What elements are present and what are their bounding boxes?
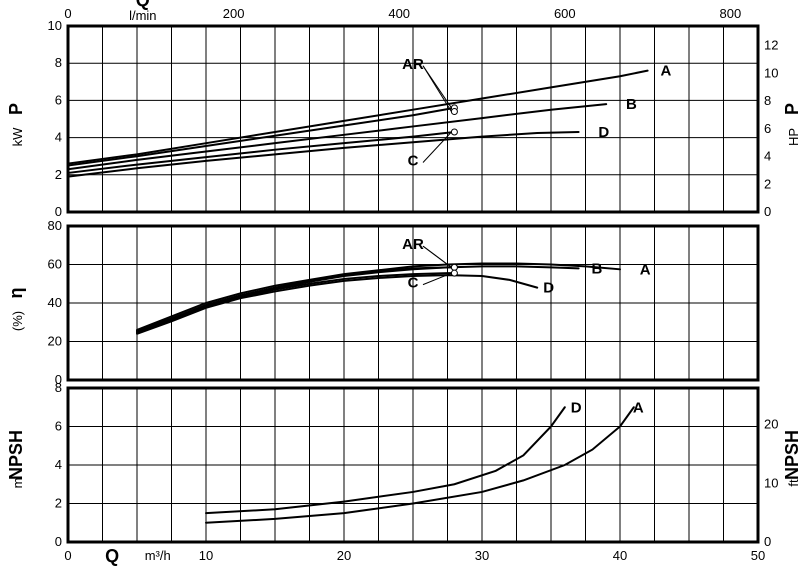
series-R <box>68 108 454 166</box>
svg-text:P: P <box>782 103 802 115</box>
series-label-A: A <box>640 261 651 278</box>
x-bottom-tick-label: 30 <box>475 548 489 563</box>
y-right-title-group-p: P HP <box>782 103 802 146</box>
panel-npsh: 0 2 4 6 8 0 10 20 A D <box>55 380 779 549</box>
svg-text:NPSH: NPSH <box>6 430 26 480</box>
y-left-tick-label: 6 <box>55 419 62 434</box>
x-bottom-tick-label: 40 <box>613 548 627 563</box>
y-left-tick-label: 40 <box>48 295 62 310</box>
series-label-D: D <box>571 399 582 416</box>
callout-marker <box>451 129 457 135</box>
x-bottom-tick-label: 50 <box>751 548 765 563</box>
svg-text:(%): (%) <box>10 311 25 331</box>
y-left-tick-label: 6 <box>55 92 62 107</box>
y-left-tick-label: 80 <box>48 218 62 233</box>
y-right-title-group-npsh: NPSHft <box>782 430 802 487</box>
callout-marker <box>451 109 457 115</box>
y-right-tick-label: 20 <box>764 417 778 432</box>
x-bottom-tick-label: 10 <box>199 548 213 563</box>
y-left-title-group-p: PkW <box>6 103 26 146</box>
y-right-tick-label: 0 <box>764 204 771 219</box>
x-top-title-unit: l/min <box>129 8 156 23</box>
x-top-tick-label: 0 <box>64 6 71 21</box>
x-top-tick-label: 800 <box>720 6 742 21</box>
series-label-B: B <box>626 96 637 113</box>
series-B <box>68 104 606 169</box>
x-bottom-title-Q: Q <box>105 546 119 566</box>
series-D <box>137 275 537 334</box>
panel-eta: 020406080ABDARC <box>48 218 758 387</box>
callout-label-AR: AR <box>402 236 424 253</box>
y-left-tick-label: 8 <box>55 55 62 70</box>
svg-text:P: P <box>6 103 26 115</box>
y-left-tick-label: 20 <box>48 334 62 349</box>
y-left-tick-label: 2 <box>55 167 62 182</box>
y-left-tick-label: 2 <box>55 496 62 511</box>
callout-label-C: C <box>408 275 419 292</box>
callout-label-AR: AR <box>402 56 424 73</box>
y-left-tick-label: 4 <box>55 457 62 472</box>
svg-text:m: m <box>10 478 25 489</box>
series-A <box>68 71 648 164</box>
series-D <box>206 407 565 513</box>
panel-p: 0 2 4 6 8 10 0 2 4 6 8 10 12 A BD AR C <box>48 18 779 219</box>
y-right-tick-label: 10 <box>764 65 778 80</box>
x-top-tick-label: 400 <box>388 6 410 21</box>
y-left-tick-label: 4 <box>55 130 62 145</box>
series-label-D: D <box>543 280 554 297</box>
svg-text:HP: HP <box>786 128 801 146</box>
svg-text:NPSH: NPSH <box>782 430 802 480</box>
y-right-tick-label: 4 <box>764 149 771 164</box>
x-top-tick-label: 600 <box>554 6 576 21</box>
svg-text:η: η <box>6 288 26 299</box>
y-right-tick-label: 6 <box>764 121 771 136</box>
series-label-B: B <box>592 260 603 277</box>
callout-marker <box>451 264 457 270</box>
y-left-tick-label: 0 <box>55 204 62 219</box>
y-left-tick-label: 0 <box>55 534 62 549</box>
y-right-tick-label: 12 <box>764 38 778 53</box>
y-left-tick-label: 8 <box>55 380 62 395</box>
y-left-title-group-eta: η (%) <box>6 288 26 332</box>
x-top-tick-label: 200 <box>223 6 245 21</box>
x-bottom-title-unit: m³/h <box>145 548 171 563</box>
callout-label-C: C <box>408 153 419 170</box>
svg-text:kW: kW <box>10 127 25 147</box>
y-right-tick-label: 2 <box>764 176 771 191</box>
y-right-tick-label: 0 <box>764 534 771 549</box>
callout-marker <box>451 270 457 276</box>
series-B <box>137 266 579 331</box>
series-label-A: A <box>661 63 672 80</box>
y-right-tick-label: 8 <box>764 93 771 108</box>
y-left-tick-label: 60 <box>48 257 62 272</box>
series-label-A: A <box>633 399 644 416</box>
x-bottom-tick-label: 0 <box>64 548 71 563</box>
x-bottom-tick-label: 20 <box>337 548 351 563</box>
y-right-tick-label: 10 <box>764 475 778 490</box>
svg-text:ft: ft <box>786 479 801 487</box>
series-label-D: D <box>598 124 609 141</box>
y-left-tick-label: 10 <box>48 18 62 33</box>
y-left-title-group-npsh: NPSHm <box>6 430 26 488</box>
